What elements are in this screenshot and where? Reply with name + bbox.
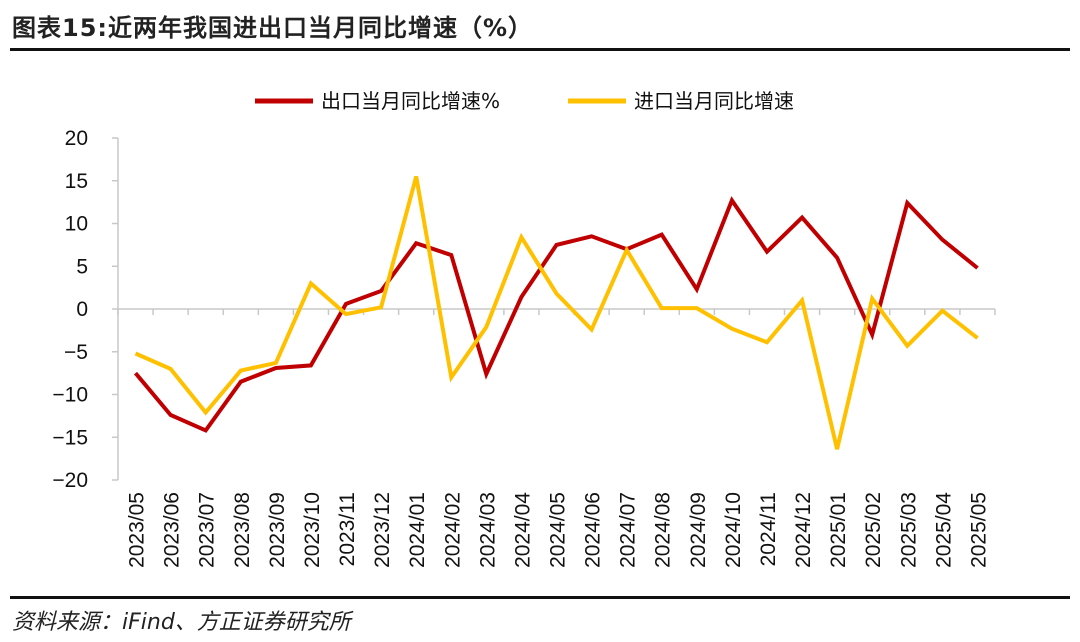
- x-tick-label: 2024/06: [582, 492, 605, 568]
- y-tick-label: −15: [52, 426, 88, 449]
- x-tick-label: 2024/10: [722, 492, 745, 568]
- y-tick-label: −20: [52, 469, 88, 492]
- x-tick-label: 2024/01: [406, 492, 429, 568]
- x-tick-label: 2024/12: [792, 492, 815, 568]
- source-note: 资料来源：iFind、方正证券研究所: [12, 610, 351, 635]
- x-tick-label: 2025/01: [827, 492, 850, 568]
- y-tick-label: 20: [65, 127, 88, 150]
- x-tick-label: 2025/04: [932, 492, 955, 568]
- x-tick-label: 2024/03: [476, 492, 499, 568]
- x-tick-label: 2024/05: [547, 492, 570, 568]
- x-tick-label: 2024/11: [757, 492, 780, 566]
- x-tick-label: 2023/07: [196, 492, 219, 568]
- title-divider: [10, 48, 1070, 51]
- x-tick-label: 2024/09: [687, 492, 710, 568]
- y-tick-label: 10: [65, 213, 88, 236]
- x-tick-label: 2025/02: [862, 492, 885, 568]
- series-line-import: [134, 175, 979, 450]
- x-tick-label: 2023/08: [231, 492, 254, 568]
- y-tick-label: 5: [76, 255, 88, 278]
- legend-label: 出口当月同比增速%: [321, 89, 500, 113]
- y-tick-label: −5: [64, 341, 88, 364]
- y-tick-label: 0: [76, 298, 88, 321]
- y-tick-label: −10: [52, 384, 88, 407]
- y-tick-label: 15: [65, 170, 88, 193]
- x-tick-label: 2023/06: [161, 492, 184, 568]
- x-tick-label: 2023/10: [301, 492, 324, 568]
- x-tick-label: 2024/07: [617, 492, 640, 568]
- legend-label: 进口当月同比增速: [634, 89, 794, 113]
- footer-divider: [10, 596, 1070, 599]
- x-tick-label: 2025/03: [897, 492, 920, 568]
- x-tick-label: 2024/04: [511, 492, 534, 568]
- series-line-export: [133, 196, 979, 433]
- x-tick-label: 2023/09: [266, 492, 289, 568]
- x-tick-label: 2023/11: [336, 492, 359, 566]
- x-tick-label: 2023/05: [126, 492, 149, 568]
- x-tick-label: 2024/02: [441, 492, 464, 568]
- x-tick-label: 2025/05: [967, 492, 990, 568]
- x-tick-label: 2023/12: [371, 492, 394, 568]
- x-tick-label: 2024/08: [652, 492, 675, 568]
- chart-title: 图表15:近两年我国进出口当月同比增速（%）: [12, 14, 534, 42]
